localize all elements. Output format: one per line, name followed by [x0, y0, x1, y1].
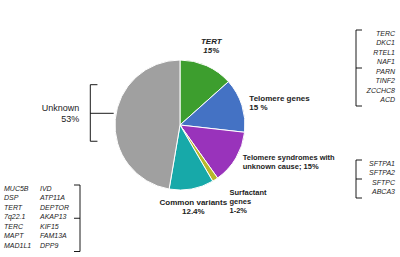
bracket	[90, 85, 91, 142]
data-label: Surfactantgenes1-2%	[230, 188, 268, 214]
gene-list: MUC5BDSPTERT7q22.1TERCMAPTMAD1L1	[4, 185, 31, 249]
data-label: TERT15%	[201, 37, 223, 55]
bracket	[356, 179, 362, 180]
pie-slice	[180, 82, 245, 133]
chart: TERT15% Telomere genes15 % Telomere syndro…	[0, 0, 400, 257]
pie	[115, 60, 245, 190]
pie-slice	[115, 60, 180, 189]
bracket	[74, 185, 80, 186]
data-label: Common variants12.4%	[160, 198, 228, 216]
bracket	[356, 106, 362, 107]
bracket	[90, 141, 97, 142]
gene-list: SFTPA1SFTPA2SFTPCABCA3	[369, 160, 396, 196]
bracket	[90, 113, 113, 114]
bracket	[90, 84, 97, 85]
bracket	[74, 251, 80, 252]
bracket	[356, 30, 362, 31]
bracket	[356, 198, 362, 199]
data-label: Telomere genes15 %	[249, 94, 310, 112]
data-label: Unknown53%	[42, 103, 80, 123]
bracket	[356, 160, 362, 161]
gene-list: IVDATP11ADEPTORAKAP13KIF15FAM13ADPP9	[39, 185, 69, 249]
gene-list: TERCDKC1RTEL1NAF1PARNTINF2ZCCHC8ACD	[366, 30, 396, 104]
bracket	[356, 68, 362, 69]
bracket	[74, 218, 80, 219]
data-label: Telomere syndromes withunknown cause; 15…	[243, 153, 335, 171]
